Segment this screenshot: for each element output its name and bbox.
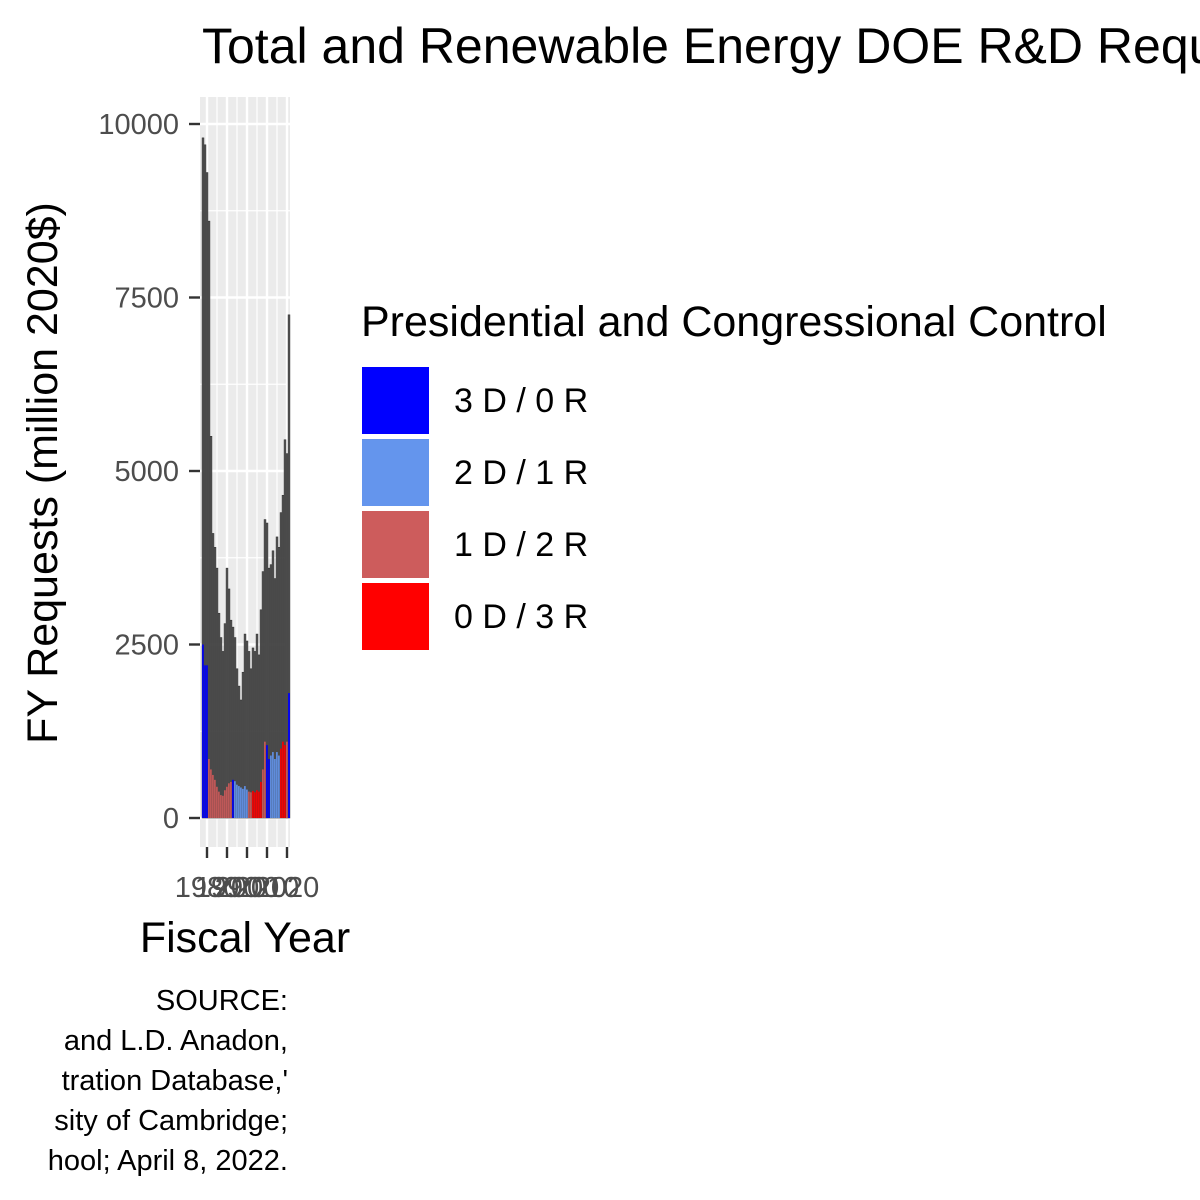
total-bar <box>221 651 225 819</box>
y-tick-label: 10000 <box>98 109 179 141</box>
chart-title: Total and Renewable Energy DOE R&D Reque… <box>202 18 1200 74</box>
x-tick-label: 1980 <box>175 872 240 904</box>
total-bar <box>225 567 229 819</box>
renewable-bar <box>238 786 240 818</box>
renewable-bar <box>276 752 278 818</box>
renewable-bar <box>240 787 242 818</box>
renewable-bar <box>284 745 286 818</box>
renewable-bar <box>222 795 224 818</box>
renewable-bar <box>216 786 218 818</box>
legend-swatch <box>362 511 429 578</box>
renewable-bar <box>254 792 256 818</box>
legend-swatch <box>362 583 429 650</box>
legend-label: 2 D / 1 R <box>454 454 588 492</box>
renewable-bar <box>280 748 282 818</box>
renewable-bar <box>210 769 212 818</box>
legend-swatch <box>362 439 429 506</box>
y-tick-label: 7500 <box>114 283 179 315</box>
source-caption: SOURCE: and L.D. Anadon, tration Database,… <box>48 985 288 1177</box>
y-tick-label: 0 <box>163 803 179 835</box>
renewable-bar <box>270 755 272 818</box>
caption-line: sity of Cambridge; <box>54 1105 288 1137</box>
renewable-bar <box>212 774 214 818</box>
total-bar <box>207 220 211 819</box>
renewable-bar <box>282 741 284 818</box>
y-tick-label: 5000 <box>114 456 179 488</box>
renewable-bar <box>246 789 248 818</box>
renewable-bar <box>264 741 266 818</box>
y-axis: 0 2500 5000 7500 10000 <box>98 109 200 835</box>
total-bar <box>223 623 227 819</box>
caption-line: hool; April 8, 2022. <box>48 1145 288 1177</box>
y-axis-title: FY Requests (million 2020$) <box>19 202 67 744</box>
total-bar <box>209 435 213 819</box>
renewable-bar <box>218 791 220 818</box>
total-bar <box>213 547 217 819</box>
renewable-bar <box>228 783 230 818</box>
renewable-bar <box>230 781 232 818</box>
legend-swatch <box>362 367 429 434</box>
renewable-bar <box>202 644 204 818</box>
renewable-bar <box>234 781 236 818</box>
caption-line: SOURCE: <box>156 985 288 1017</box>
legend-label: 3 D / 0 R <box>454 382 588 420</box>
x-tick-label: 1990 <box>195 872 260 904</box>
x-tick-label: 2020 <box>255 872 320 904</box>
total-bar <box>219 637 223 819</box>
legend-label: 0 D / 3 R <box>454 598 588 636</box>
renewable-bar <box>286 741 288 818</box>
renewable-bar <box>258 791 260 818</box>
x-axis-title: Fiscal Year <box>140 914 350 962</box>
renewable-bar <box>250 792 252 818</box>
renewable-bar <box>260 781 262 818</box>
renewable-bar <box>262 769 264 818</box>
renewable-bar <box>204 665 206 818</box>
renewable-bar <box>248 791 250 818</box>
total-bar <box>217 612 221 819</box>
renewable-bar <box>226 786 228 818</box>
legend: Presidential and Congressional Control 3… <box>361 298 1107 650</box>
total-bar <box>215 567 219 819</box>
renewable-bar <box>252 790 254 818</box>
renewable-bar <box>206 665 208 818</box>
renewable-bar <box>236 784 238 818</box>
legend-title: Presidential and Congressional Control <box>361 298 1107 346</box>
renewable-bar <box>242 788 244 818</box>
x-tick-label: 2010 <box>235 872 300 904</box>
renewable-bar <box>220 795 222 818</box>
bars <box>201 137 291 819</box>
caption-line: tration Database,' <box>62 1065 288 1097</box>
renewable-bar <box>232 779 234 818</box>
renewable-bar <box>256 790 258 818</box>
renewable-bar <box>288 693 290 818</box>
renewable-bar <box>244 786 246 818</box>
renewable-bar <box>278 755 280 818</box>
renewable-bar <box>266 745 268 818</box>
x-tick-label: 2000 <box>215 872 280 904</box>
legend-label: 1 D / 2 R <box>454 526 588 564</box>
renewable-bar <box>214 779 216 818</box>
y-tick-label: 2500 <box>114 630 179 662</box>
renewable-bar <box>208 759 210 818</box>
renewable-bar <box>268 759 270 818</box>
renewable-bar <box>272 752 274 818</box>
caption-line: and L.D. Anadon, <box>64 1025 288 1057</box>
renewable-bar <box>274 759 276 818</box>
renewable-bar <box>224 790 226 818</box>
